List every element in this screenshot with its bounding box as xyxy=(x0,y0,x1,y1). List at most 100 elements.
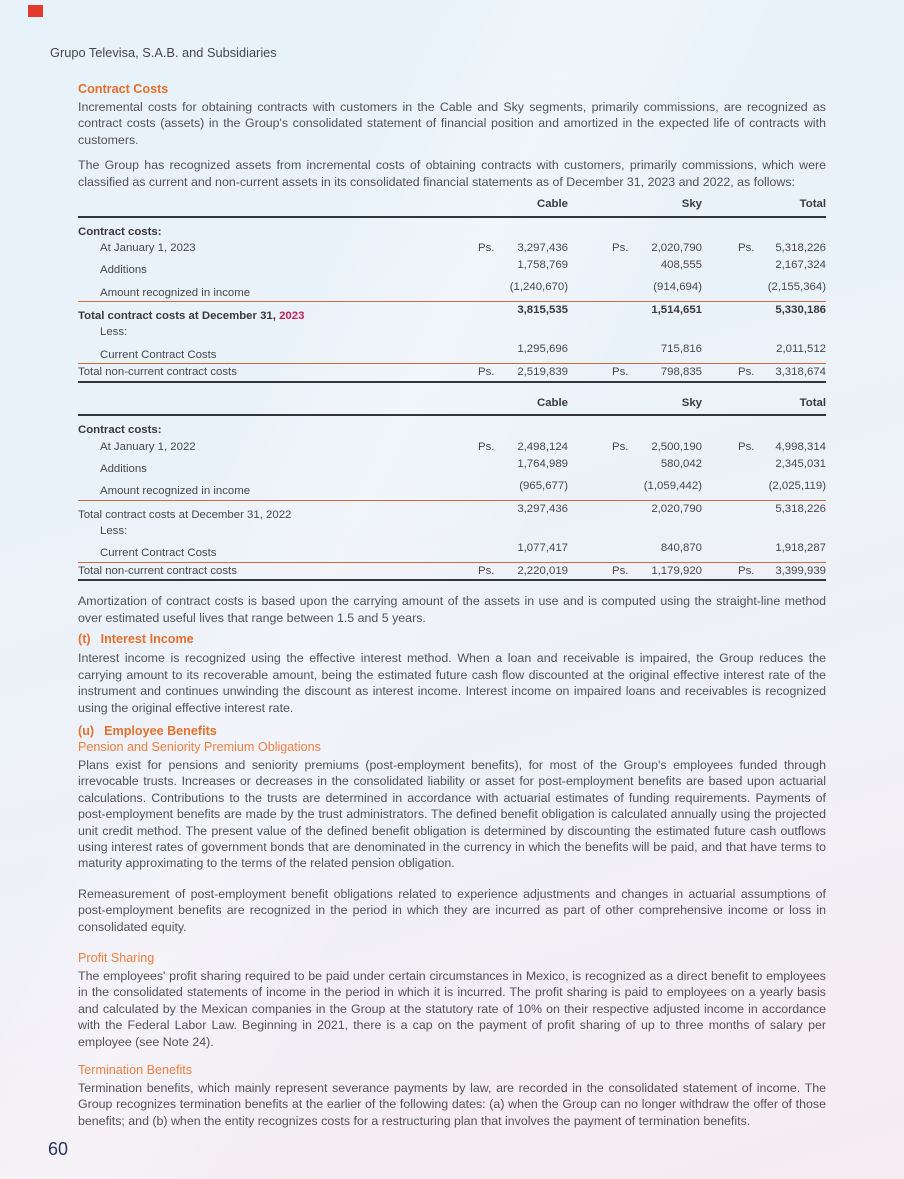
section-heading-interest-income: (t) Interest Income xyxy=(78,632,826,647)
value-total: 5,318,226 xyxy=(775,242,826,255)
currency-label: Ps. xyxy=(478,564,495,577)
table-row: Total non-current contract costs Ps. 2,51… xyxy=(78,364,826,383)
row-label: Additions xyxy=(100,264,147,277)
value-cable: (1,240,670) xyxy=(509,281,568,293)
table-row-total-2022: Total contract costs at December 31, 202… xyxy=(78,501,826,523)
currency-label: Ps. xyxy=(612,440,629,453)
row-label: Less: xyxy=(100,525,128,538)
row-label: Total contract costs at December 31, xyxy=(78,309,280,322)
currency-label: Ps. xyxy=(738,440,755,453)
section-title: Interest Income xyxy=(100,632,194,647)
value-sky: 1,514,651 xyxy=(651,304,702,317)
currency-label: Ps. xyxy=(612,564,629,577)
value-total: 3,318,674 xyxy=(775,366,826,379)
value-cable: 1,764,989 xyxy=(517,457,568,470)
value-total: 2,011,512 xyxy=(776,342,826,355)
value-total: 1,918,287 xyxy=(775,541,826,554)
contract-costs-table-2023: Cable Sky Total Contract costs: At Janua… xyxy=(78,196,826,383)
paragraph-interest-income: Interest income is recognized using the … xyxy=(78,651,826,715)
paragraph-termination-benefits: Termination benefits, which mainly repre… xyxy=(78,1081,826,1128)
subheading-termination-benefits: Termination Benefits xyxy=(78,1063,193,1077)
table-row: Less: xyxy=(78,324,826,341)
contract-costs-table-2022: Cable Sky Total Contract costs: At Janua… xyxy=(78,395,826,582)
paragraph-amortization: Amortization of contract costs is based … xyxy=(78,594,826,625)
section-heading-contract-costs: Contract Costs xyxy=(78,82,169,96)
brand-corner-mark xyxy=(28,5,43,17)
currency-label: Ps. xyxy=(478,242,495,255)
value-sky: 798,835 xyxy=(660,366,702,379)
value-total: 4,998,314 xyxy=(775,440,826,453)
table-row: Contract costs: xyxy=(78,422,826,439)
subheading-pension: Pension and Seniority Premium Obligation… xyxy=(78,739,321,754)
row-label: Less: xyxy=(100,326,128,339)
paragraph-contract-costs-2: The Group has recognized assets from inc… xyxy=(78,158,826,189)
value-total: 5,330,186 xyxy=(775,304,826,317)
row-label: Current Contract Costs xyxy=(100,547,217,560)
table-header-row: Cable Sky Total xyxy=(78,196,826,218)
table-row: Amount recognized in income (1,240,670) … xyxy=(78,279,826,303)
table-row: Additions 1,758,769 408,555 2,167,324 xyxy=(78,257,826,279)
value-sky: (914,694) xyxy=(653,281,702,293)
section-heading-employee-benefits: (u) Employee Benefits xyxy=(78,724,826,739)
paragraph-pension: Plans exist for pensions and seniority p… xyxy=(78,757,826,871)
value-sky: 2,500,190 xyxy=(651,440,702,453)
table-row: Total non-current contract costs Ps. 2,22… xyxy=(78,563,826,582)
value-cable: 2,220,019 xyxy=(517,564,568,577)
section-title: Employee Benefits xyxy=(104,723,217,738)
currency-label: Ps. xyxy=(478,440,495,453)
column-header-total: Total xyxy=(799,198,826,211)
value-cable: (965,677) xyxy=(519,479,568,492)
row-label: Total non-current contract costs xyxy=(78,366,237,379)
table-row: Additions 1,764,989 580,042 2,345,031 xyxy=(78,456,826,478)
currency-label: Ps. xyxy=(738,564,755,577)
value-sky: 2,020,790 xyxy=(651,242,702,255)
paragraph-profit-sharing: The employees' profit sharing required t… xyxy=(78,968,826,1049)
column-header-sky: Sky xyxy=(681,396,702,409)
column-header-cable: Cable xyxy=(536,198,568,211)
page-number: 60 xyxy=(48,1139,69,1159)
value-sky: 580,042 xyxy=(660,457,702,470)
row-label: Contract costs: xyxy=(78,424,162,437)
value-cable: 1,758,769 xyxy=(517,258,568,271)
row-label: At January 1, 2023 xyxy=(100,242,196,255)
row-label: Total contract costs at December 31, 202… xyxy=(78,508,292,521)
value-sky: 1,179,920 xyxy=(651,564,702,577)
value-total: (2,155,364) xyxy=(767,281,826,293)
value-total: (2,025,119) xyxy=(768,479,826,492)
table-header-row: Cable Sky Total xyxy=(78,395,826,417)
value-sky: 408,555 xyxy=(660,258,702,271)
table-row: Less: xyxy=(78,523,826,540)
value-sky: 840,870 xyxy=(660,541,702,554)
currency-label: Ps. xyxy=(612,242,629,255)
section-letter: (u) xyxy=(78,723,95,738)
value-cable: 3,297,436 xyxy=(517,242,568,255)
table-row: Current Contract Costs 1,077,417 840,870… xyxy=(78,540,826,563)
value-sky: (1,059,442) xyxy=(643,479,702,492)
value-total: 2,167,324 xyxy=(775,258,826,271)
paragraph-remeasurement: Remeasurement of post-employment benefit… xyxy=(78,886,826,934)
page-content: Contract Costs Incremental costs for obt… xyxy=(78,82,826,1129)
row-label: Amount recognized in income xyxy=(100,485,251,498)
row-label: At January 1, 2022 xyxy=(100,440,196,453)
year-highlight: 2023 xyxy=(279,309,305,322)
table-row: At January 1, 2023 Ps. 3,297,436 Ps. 2,020… xyxy=(78,240,826,257)
row-label: Additions xyxy=(100,463,147,476)
table-row-total-2023: Total contract costs at December 31, 202… xyxy=(78,302,826,324)
subheading-profit-sharing: Profit Sharing xyxy=(78,950,155,965)
table-row: Current Contract Costs 1,295,696 715,816… xyxy=(78,341,826,365)
row-label: Current Contract Costs xyxy=(100,348,217,361)
column-header-cable: Cable xyxy=(536,396,568,409)
paragraph-contract-costs-1: Incremental costs for obtaining contract… xyxy=(78,100,826,147)
row-label: Contract costs: xyxy=(78,225,162,238)
row-label: Amount recognized in income xyxy=(100,286,251,299)
value-total: 3,399,939 xyxy=(775,564,826,577)
currency-label: Ps. xyxy=(738,366,755,379)
column-header-sky: Sky xyxy=(681,198,702,211)
table-row: At January 1, 2022 Ps. 2,498,124 Ps. 2,500… xyxy=(78,439,826,456)
section-letter: (t) xyxy=(78,632,91,647)
row-label: Total non-current contract costs xyxy=(78,564,237,577)
table-row: Amount recognized in income (965,677) (1… xyxy=(78,478,826,501)
value-cable: 3,815,535 xyxy=(517,304,568,317)
currency-label: Ps. xyxy=(478,366,495,379)
